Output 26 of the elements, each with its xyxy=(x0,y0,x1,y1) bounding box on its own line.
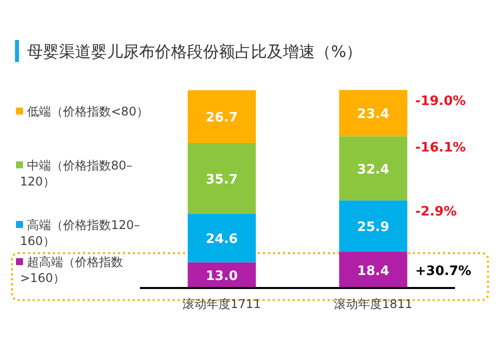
legend-label: 高端（价格指数120–160） xyxy=(20,218,140,248)
annotation: -16.1% xyxy=(415,140,466,156)
data-label: 35.7 xyxy=(206,172,238,188)
chart-title: 母婴渠道婴儿尿布价格段份额占比及增速（%） xyxy=(27,42,362,61)
data-label: 13.0 xyxy=(206,269,238,284)
annotation: -19.0% xyxy=(415,94,466,109)
x-tick-label: 滚动年度1711 xyxy=(182,297,262,311)
x-tick-label: 滚动年度1811 xyxy=(334,297,412,311)
data-label: 32.4 xyxy=(357,162,390,178)
annotation: -2.9% xyxy=(415,204,457,220)
bar xyxy=(188,214,256,262)
legend-label: 中端（价格指数80–120） xyxy=(20,158,132,188)
bar xyxy=(339,252,408,288)
bar xyxy=(339,200,408,252)
data-label: 25.9 xyxy=(357,220,390,235)
data-label: 18.4 xyxy=(357,264,390,279)
data-label: 24.6 xyxy=(206,232,238,247)
bar xyxy=(339,136,408,200)
legend-label: 低端（价格指数<80） xyxy=(27,104,148,119)
bar xyxy=(339,90,408,136)
data-label: 23.4 xyxy=(357,107,390,122)
bar xyxy=(188,143,256,214)
annotation: +30.7% xyxy=(415,264,472,279)
data-label: 26.7 xyxy=(206,110,238,126)
legend-label: 超高端（价格指数>160） xyxy=(20,255,123,286)
bar xyxy=(188,90,256,144)
